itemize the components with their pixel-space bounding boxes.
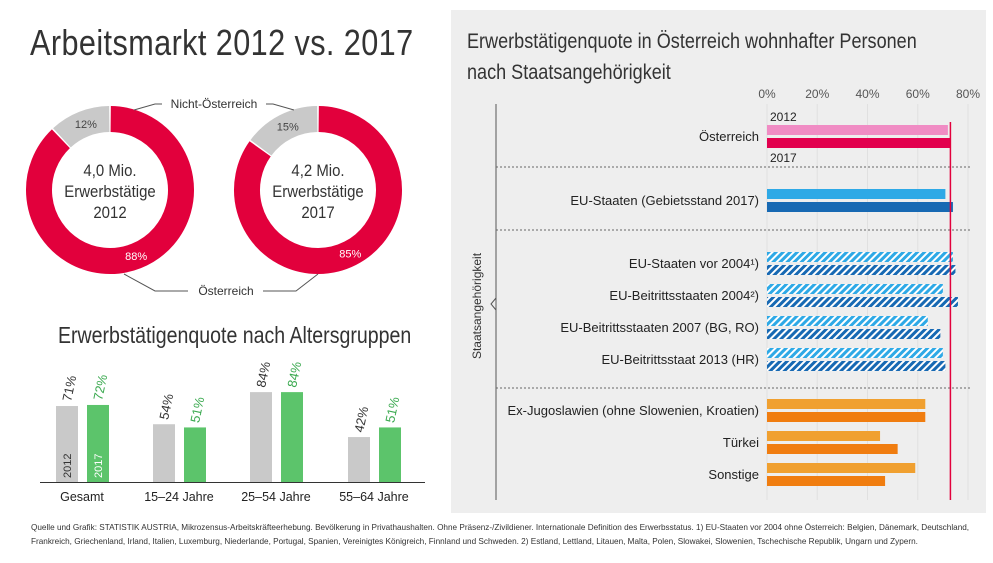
category-label: EU-Staaten vor 2004¹) xyxy=(629,256,759,271)
bar-2017 xyxy=(767,265,956,275)
age-bar-2017 xyxy=(281,392,303,482)
bar-2012 xyxy=(767,463,916,473)
donut-center-line: 2012 xyxy=(93,204,126,222)
y-axis-marker xyxy=(490,297,497,311)
age-group-label: 25–54 Jahre xyxy=(241,490,311,504)
bar-2017 xyxy=(767,329,941,339)
bar-2017 xyxy=(767,476,886,486)
bar-2017 xyxy=(767,444,898,454)
axis-tick-label: 60% xyxy=(906,87,930,101)
bar-2012 xyxy=(767,125,948,135)
category-label: EU-Beitrittsstaaten 2004²) xyxy=(609,288,759,303)
age-chart-title: Erwerbstätigenquote nach Altersgruppen xyxy=(58,322,412,348)
citizenship-title-line1: Erwerbstätigenquote in Österreich wohnha… xyxy=(467,30,917,53)
connector-line xyxy=(123,273,188,292)
bar-2012 xyxy=(767,284,943,294)
age-value-2012: 42% xyxy=(351,405,371,434)
age-bar-2012 xyxy=(348,437,370,482)
bar-2017 xyxy=(767,361,946,371)
age-value-2017: 51% xyxy=(382,395,402,424)
age-bar-2012 xyxy=(250,392,272,482)
donut-label-austria: 85% xyxy=(339,248,361,260)
axis-tick-label: 80% xyxy=(956,87,980,101)
age-value-2012: 54% xyxy=(156,392,176,421)
bar-2012 xyxy=(767,252,953,262)
label-non-austria: Nicht-Österreich xyxy=(171,97,258,111)
page-title: Arbeitsmarkt 2012 vs. 2017 xyxy=(30,22,414,63)
year-label-2017: 2017 xyxy=(770,151,797,165)
age-group-label: Gesamt xyxy=(60,490,104,504)
donut-slice-austria xyxy=(234,106,402,274)
age-value-2017: 72% xyxy=(90,373,110,402)
age-year-label-2012: 2012 xyxy=(62,454,74,478)
age-value-2017: 84% xyxy=(284,360,304,389)
age-value-2012: 71% xyxy=(59,374,79,403)
donut-label-austria: 88% xyxy=(125,251,147,263)
category-label: EU-Staaten (Gebietsstand 2017) xyxy=(570,193,759,208)
category-label: Türkei xyxy=(723,435,759,450)
citizenship-title-line2: nach Staatsangehörigkeit xyxy=(467,61,671,84)
footer-line2: Frankreich, Griechenland, Irland, Italie… xyxy=(31,537,918,546)
age-year-label-2017: 2017 xyxy=(93,454,105,478)
age-bar-2017 xyxy=(379,427,401,482)
label-austria: Österreich xyxy=(198,284,253,298)
donut-center-line: 2017 xyxy=(301,204,334,222)
axis-tick-label: 0% xyxy=(758,87,776,101)
donut-center-line: 4,0 Mio. xyxy=(83,162,136,180)
bar-2012 xyxy=(767,348,943,358)
y-axis-label: Staatsangehörigkeit xyxy=(470,252,484,359)
bar-2012 xyxy=(767,316,928,326)
footer-line1: Quelle und Grafik: STATISTIK AUSTRIA, Mi… xyxy=(31,523,970,532)
donut-label-non-austria: 15% xyxy=(277,122,299,134)
age-chart: 71% 72% Gesamt 54% 51% 15–24 Jahre 84% 84% 25–54… xyxy=(40,360,425,504)
axis-tick-label: 40% xyxy=(855,87,879,101)
age-group-label: 55–64 Jahre xyxy=(339,490,409,504)
connector-line xyxy=(266,103,295,111)
age-group-label: 15–24 Jahre xyxy=(144,490,214,504)
donut-center-text: 4,0 Mio. Erwerbstätige 2012 xyxy=(64,162,155,222)
bar-2017 xyxy=(767,138,951,148)
footer-note: Quelle und Grafik: STATISTIK AUSTRIA, Mi… xyxy=(31,521,981,549)
citizenship-chart-title: Erwerbstätigenquote in Österreich wohnha… xyxy=(467,26,917,88)
category-label: Ex-Jugoslawien (ohne Slowenien, Kroatien… xyxy=(508,403,759,418)
citizenship-chart: 0% 20% 40% 60% 80% Staatsangehörigkeit Österre… xyxy=(470,87,980,500)
donut-center-text: 4,2 Mio. Erwerbstätige 2017 xyxy=(272,162,363,222)
donut-slice-austria xyxy=(26,106,194,274)
age-bar-2017 xyxy=(87,404,109,482)
category-label: Österreich xyxy=(699,129,759,144)
donut-label-non-austria: 12% xyxy=(75,119,97,131)
connector-line xyxy=(263,273,319,292)
category-label: EU-Beitrittsstaaten 2007 (BG, RO) xyxy=(560,320,759,335)
bar-2017 xyxy=(767,412,926,422)
donut-charts: 88% 12% 4,0 Mio. Erwerbstätige 2012 85% 15% 4,2… xyxy=(26,97,402,298)
age-value-2012: 84% xyxy=(253,360,273,389)
connector-line xyxy=(133,103,162,111)
bar-2017 xyxy=(767,202,953,212)
donut-slice-non-austria xyxy=(53,106,110,148)
category-label: Sonstige xyxy=(708,467,759,482)
bar-2012 xyxy=(767,399,926,409)
bar-2012 xyxy=(767,189,946,199)
age-value-2017: 51% xyxy=(187,395,207,424)
donut-center-line: Erwerbstätige xyxy=(272,183,363,201)
bar-2017 xyxy=(767,297,958,307)
age-bar-2012 xyxy=(153,424,175,482)
donut-slice-non-austria xyxy=(250,106,318,156)
year-label-2012: 2012 xyxy=(770,110,797,124)
bar-2012 xyxy=(767,431,881,441)
donut-center-line: Erwerbstätige xyxy=(64,183,155,201)
age-bar-2017 xyxy=(184,427,206,482)
donut-center-line: 4,2 Mio. xyxy=(291,162,344,180)
category-label: EU-Beitrittsstaat 2013 (HR) xyxy=(602,352,760,367)
axis-tick-label: 20% xyxy=(805,87,829,101)
age-bar-2012 xyxy=(56,406,78,482)
